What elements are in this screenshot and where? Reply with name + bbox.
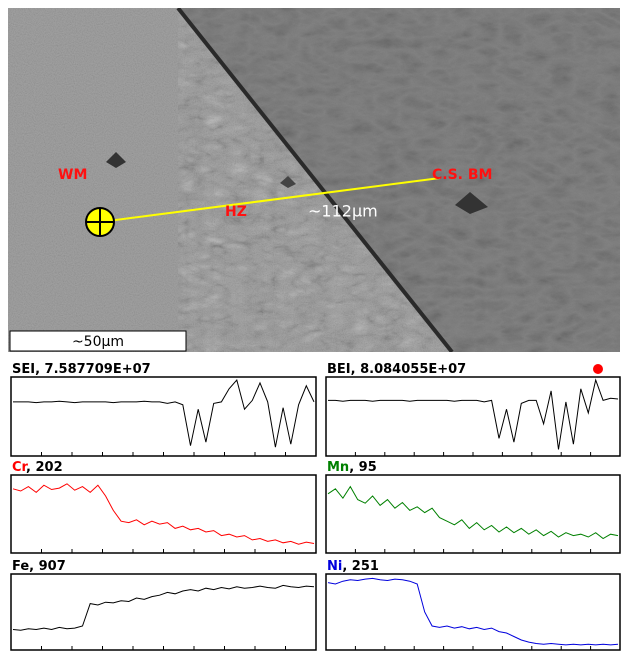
label-hz: HZ [225,204,247,220]
page: {"image": {"labels": {"wm": "WM", "hz": … [0,0,624,653]
label-distance: ~112µm [308,202,378,221]
panel-title-part: Ni [327,559,342,574]
panel-title-part: , 95 [349,460,377,475]
panel-title-part: Mn [327,460,349,475]
panel-title: Mn, 95 [327,460,377,475]
panel-title-part: BEI [327,362,351,377]
panel-title: Ni, 251 [327,559,379,574]
panel-title-part: , 8.084055E+07 [351,362,467,377]
panel-title-part: , 202 [26,460,63,475]
panel-title: BEI, 8.084055E+07 [327,362,466,377]
figure: WM HZ C.S. BM ~112µm ~50µm SEI, 7.587709… [0,0,624,653]
panel-title-part: SEI [12,362,35,377]
micrograph [8,8,620,352]
panel-frame [326,574,620,650]
label-bm: C.S. BM [432,167,492,183]
scale-bar: ~50µm [72,334,124,350]
panel-title: Cr, 202 [12,460,63,475]
panel-title-part: , 251 [342,559,379,574]
panel-frame [326,377,620,456]
panel-title-part: , 7.587709E+07 [35,362,151,377]
panel-frame [326,475,620,553]
label-wm: WM [58,167,87,183]
panel-title-part: Fe [12,559,29,574]
panel-title-part: , 907 [29,559,66,574]
marker [593,364,603,374]
panel-title: SEI, 7.587709E+07 [12,362,151,377]
panel-title: Fe, 907 [12,559,66,574]
panel-frame [11,574,316,650]
